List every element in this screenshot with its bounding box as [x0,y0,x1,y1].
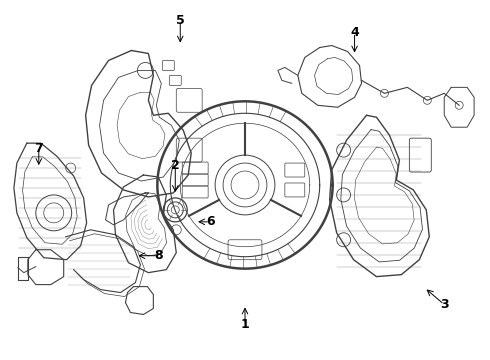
Text: 6: 6 [206,215,215,228]
Text: 1: 1 [241,318,249,331]
Text: 3: 3 [440,298,448,311]
Text: 4: 4 [350,26,359,39]
Text: 7: 7 [34,141,43,155]
Text: 2: 2 [171,158,180,172]
Text: 5: 5 [176,14,185,27]
Text: 8: 8 [154,249,163,262]
